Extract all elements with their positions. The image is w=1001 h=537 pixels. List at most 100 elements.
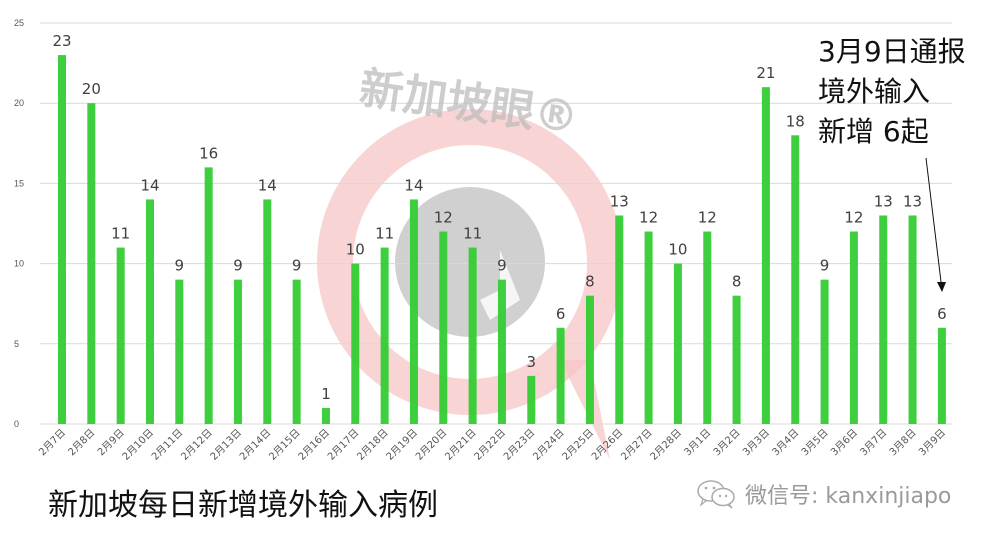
x-tick-label: 2月20日 xyxy=(413,427,449,463)
bar xyxy=(849,231,858,424)
value-labels: 23 20 11 14 9 16 9 14 9 1 10 11 14 12 11 9 3 6 8 13 12 10 12 8 2… xyxy=(52,32,946,403)
bar-value-label: 3 xyxy=(527,353,537,371)
x-tick-label: 2月24日 xyxy=(531,427,567,463)
x-tick-label: 2月11日 xyxy=(149,427,185,463)
bar xyxy=(439,231,448,424)
bar xyxy=(937,327,946,424)
y-tick-label: 25 xyxy=(14,18,24,28)
x-tick-label: 3月9日 xyxy=(916,427,948,459)
bar xyxy=(761,87,770,424)
x-tick-label: 2月22日 xyxy=(472,427,508,463)
bar xyxy=(497,279,506,424)
x-tick-label: 2月7日 xyxy=(36,427,68,459)
bar xyxy=(145,199,154,424)
x-tick-label: 2月10日 xyxy=(120,427,156,463)
x-tick-label: 2月27日 xyxy=(619,427,655,463)
bar xyxy=(263,199,272,424)
bar-value-label: 14 xyxy=(258,176,277,194)
bar xyxy=(292,279,301,424)
bar-value-label: 16 xyxy=(199,144,218,162)
bar xyxy=(468,247,477,424)
x-tick-label: 3月6日 xyxy=(828,427,860,459)
x-tick-label: 2月26日 xyxy=(589,427,625,463)
bar xyxy=(380,247,389,424)
bar-value-label: 9 xyxy=(175,257,185,275)
bar-value-label: 9 xyxy=(820,257,830,275)
x-tick-label: 2月16日 xyxy=(296,427,332,463)
bar-value-label: 9 xyxy=(292,257,302,275)
x-tick-label: 2月8日 xyxy=(66,427,98,459)
x-tick-label: 3月4日 xyxy=(770,427,802,459)
x-tick-label: 2月14日 xyxy=(237,427,273,463)
bar-value-label: 6 xyxy=(556,305,566,323)
bar-value-label: 14 xyxy=(404,176,423,194)
bar xyxy=(351,263,360,424)
bar xyxy=(409,199,418,424)
bar-value-label: 20 xyxy=(82,80,101,98)
y-axis-ticks: 0 5 10 15 20 25 xyxy=(14,18,24,429)
bar-value-label: 8 xyxy=(732,273,742,291)
annotation-line-3: 新增 6起 xyxy=(818,115,929,148)
bars xyxy=(58,55,946,425)
bar-value-label: 8 xyxy=(585,273,595,291)
x-tick-label: 2月19日 xyxy=(384,427,420,463)
x-tick-label: 2月18日 xyxy=(355,427,391,463)
chart-title: 新加坡每日新增境外输入病例 xyxy=(48,488,438,523)
x-tick-label: 3月1日 xyxy=(682,427,714,459)
x-tick-label: 2月23日 xyxy=(501,427,537,463)
annotation-arrow-icon xyxy=(925,157,946,292)
bar xyxy=(204,167,213,425)
bar xyxy=(58,55,66,424)
x-tick-label: 3月8日 xyxy=(887,427,919,459)
bar-value-label: 13 xyxy=(903,192,922,210)
bar xyxy=(116,247,125,424)
bar-value-label: 11 xyxy=(111,225,130,243)
bar xyxy=(703,231,712,424)
bar-value-label: 11 xyxy=(375,225,394,243)
y-tick-label: 15 xyxy=(14,178,24,188)
bar xyxy=(732,295,741,424)
bar xyxy=(673,263,682,424)
bar xyxy=(87,103,96,424)
bar-value-label: 14 xyxy=(140,176,159,194)
bar xyxy=(175,279,184,424)
bar xyxy=(233,279,242,424)
x-tick-label: 2月12日 xyxy=(179,427,215,463)
bar-value-label: 13 xyxy=(610,192,629,210)
bar-value-label: 13 xyxy=(874,192,893,210)
wechat-watermark: 微信号: kanxinjiapo xyxy=(695,478,951,510)
x-tick-label: 2月17日 xyxy=(325,427,361,463)
x-tick-label: 2月21日 xyxy=(443,427,479,463)
x-tick-label: 2月15日 xyxy=(267,427,303,463)
y-tick-label: 10 xyxy=(14,259,24,269)
bar xyxy=(585,295,594,424)
bar-value-label: 12 xyxy=(434,209,453,227)
y-tick-label: 0 xyxy=(14,419,19,429)
bar xyxy=(527,375,536,424)
bar xyxy=(820,279,829,424)
y-tick-label: 20 xyxy=(14,98,24,108)
bar xyxy=(556,327,565,424)
wechat-id-label: 微信号: kanxinjiapo xyxy=(745,484,952,509)
bar-value-label: 6 xyxy=(937,305,947,323)
x-tick-label: 3月2日 xyxy=(711,427,743,459)
bar-value-label: 21 xyxy=(756,64,775,82)
bar-value-label: 23 xyxy=(52,32,71,50)
x-tick-label: 2月13日 xyxy=(208,427,244,463)
bar-value-label: 18 xyxy=(786,112,805,130)
bar-value-label: 1 xyxy=(321,385,331,403)
wechat-icon xyxy=(695,479,739,509)
x-tick-label: 2月28日 xyxy=(648,427,684,463)
y-tick-label: 5 xyxy=(14,339,19,349)
bar-value-label: 12 xyxy=(844,209,863,227)
bar-value-label: 9 xyxy=(233,257,243,275)
bar xyxy=(644,231,653,424)
bar-value-label: 12 xyxy=(639,209,658,227)
x-tick-label: 2月25日 xyxy=(560,427,596,463)
x-tick-label: 3月3日 xyxy=(740,427,772,459)
annotation-callout: 3月9日通报 境外输入 新增 6起 xyxy=(818,32,966,152)
bar xyxy=(908,215,917,424)
gridlines xyxy=(40,22,952,425)
bar-value-label: 11 xyxy=(463,225,482,243)
